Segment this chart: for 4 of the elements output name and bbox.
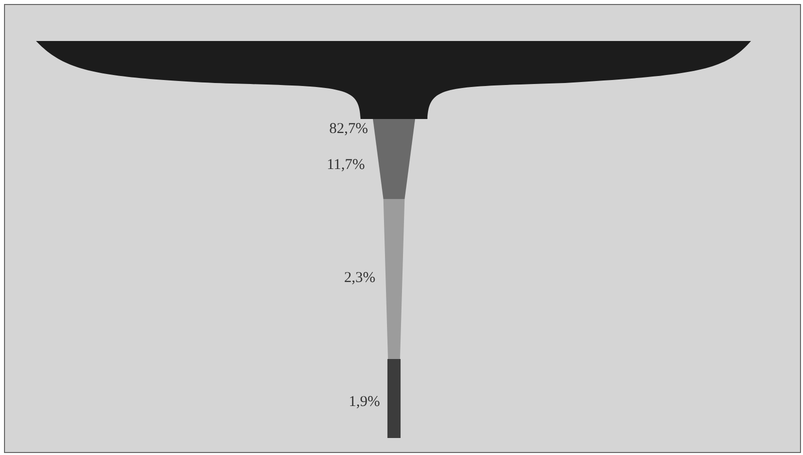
data-label: 82,7%: [329, 120, 368, 137]
data-label: 11,7%: [326, 156, 365, 173]
data-label: 1,9%: [348, 394, 380, 410]
data-label: 2,3%: [344, 270, 376, 286]
